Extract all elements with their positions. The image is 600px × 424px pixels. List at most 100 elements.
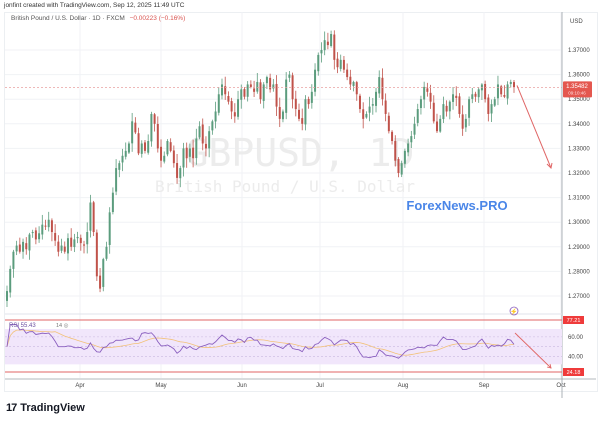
candle-bearish	[230, 101, 233, 112]
candle-bearish	[346, 69, 349, 78]
candle-bullish	[419, 99, 422, 109]
candle-bearish	[18, 244, 21, 252]
candle-bearish	[301, 118, 304, 124]
candle-bullish	[288, 74, 291, 78]
candle-bullish	[66, 238, 69, 254]
candle-bullish	[38, 233, 41, 240]
candle-bearish	[57, 241, 60, 252]
projection-arrow[interactable]	[516, 85, 552, 169]
candle-bearish	[143, 142, 146, 151]
symbol-legend: British Pound / U.S. Dollar · 1D · FXCM …	[11, 15, 185, 22]
time-label-jun: Jun	[237, 383, 247, 389]
candle-bullish	[208, 131, 211, 149]
candle-bearish	[394, 141, 397, 161]
candle-bullish	[477, 89, 480, 98]
candle-bullish	[198, 126, 201, 138]
candle-bearish	[176, 163, 179, 178]
candle-bullish	[211, 121, 214, 131]
candle-bullish	[323, 40, 326, 51]
candle-bearish	[362, 109, 365, 119]
price-change: −0.00223 (−0.16%)	[129, 15, 186, 22]
candle-bearish	[259, 82, 262, 100]
rsi-upper-marker	[563, 316, 584, 324]
candle-bearish	[201, 124, 204, 144]
price-tick: 1.37000	[568, 48, 590, 54]
candle-bearish	[204, 143, 207, 149]
candle-bullish	[22, 241, 25, 252]
candle-bullish	[442, 104, 445, 120]
candle-bullish	[182, 148, 185, 168]
candle-bullish	[76, 236, 79, 239]
price-tick: 1.27000	[568, 294, 590, 300]
tradingview-wordmark: TradingView	[20, 402, 85, 414]
candle-bullish	[73, 239, 76, 248]
candle-bearish	[275, 83, 278, 107]
candle-bullish	[506, 84, 509, 99]
chart-panel[interactable]	[4, 12, 598, 392]
candle-bearish	[326, 41, 329, 46]
candle-bullish	[352, 81, 355, 86]
time-label-oct: Oct	[556, 383, 566, 389]
rsi-legend-label: RSI 55.43	[9, 323, 36, 329]
watermark-description: British Pound / U.S. Dollar	[155, 177, 415, 196]
candle-bullish	[490, 104, 493, 114]
candle-bullish	[9, 268, 12, 293]
candle-bearish	[455, 95, 458, 98]
tradingview-logo[interactable]: 17 TradingView	[6, 402, 85, 414]
candle-bullish	[6, 291, 8, 301]
candle-bullish	[246, 84, 249, 97]
candle-bearish	[349, 76, 352, 85]
candle-bullish	[314, 69, 317, 92]
candle-bearish	[355, 82, 358, 95]
candle-bullish	[371, 104, 374, 106]
candle-bearish	[458, 96, 461, 114]
current-price-marker	[563, 81, 592, 98]
candle-bearish	[156, 123, 159, 149]
candle-bearish	[70, 237, 73, 247]
rsi-level-40: 40.00	[568, 354, 584, 360]
price-tick: 1.31000	[568, 196, 590, 202]
candle-bearish	[92, 202, 95, 233]
candle-bullish	[108, 212, 111, 245]
candle-bearish	[44, 225, 47, 227]
time-label-jul: Jul	[316, 383, 324, 389]
brand-overlay-text: ForexNews.PRO	[406, 198, 507, 213]
candle-bullish	[304, 99, 307, 125]
candle-bearish	[192, 147, 195, 159]
rsi-projection-arrow[interactable]	[514, 332, 552, 369]
rsi-arrow-head-icon	[546, 363, 552, 369]
candle-bullish	[220, 84, 223, 96]
candle-bearish	[34, 230, 37, 240]
candle-bearish	[50, 220, 53, 233]
candle-bearish	[249, 84, 252, 87]
candle-bullish	[423, 86, 426, 100]
candle-bullish	[448, 101, 451, 112]
candle-bullish	[330, 34, 333, 47]
candle-bearish	[243, 89, 246, 97]
rsi-level-60: 60.00	[568, 335, 584, 341]
candle-bullish	[188, 148, 191, 157]
candle-bearish	[397, 159, 400, 173]
candle-bearish	[253, 88, 256, 92]
candle-bearish	[95, 232, 98, 277]
candle-bullish	[166, 141, 169, 155]
candle-bearish	[358, 95, 361, 110]
candle-bullish	[464, 118, 467, 128]
candle-bullish	[272, 84, 275, 89]
lightning-icon[interactable]	[509, 306, 519, 316]
candle-bullish	[407, 143, 410, 153]
candle-bullish	[118, 163, 121, 170]
candle-bearish	[500, 86, 503, 95]
candle-bullish	[310, 91, 313, 103]
rsi-upper-value: 77.21	[567, 318, 581, 324]
candle-bearish	[445, 105, 448, 112]
time-label-may: May	[155, 383, 166, 389]
symbol-description: British Pound / U.S. Dollar · 1D · FXCM	[11, 15, 125, 22]
candle-bullish	[413, 123, 416, 135]
price-tick: 1.35000	[568, 97, 590, 103]
candle-bullish	[111, 192, 114, 213]
candle-bullish	[12, 251, 15, 269]
candle-bullish	[131, 121, 134, 144]
candle-bullish	[15, 245, 18, 252]
